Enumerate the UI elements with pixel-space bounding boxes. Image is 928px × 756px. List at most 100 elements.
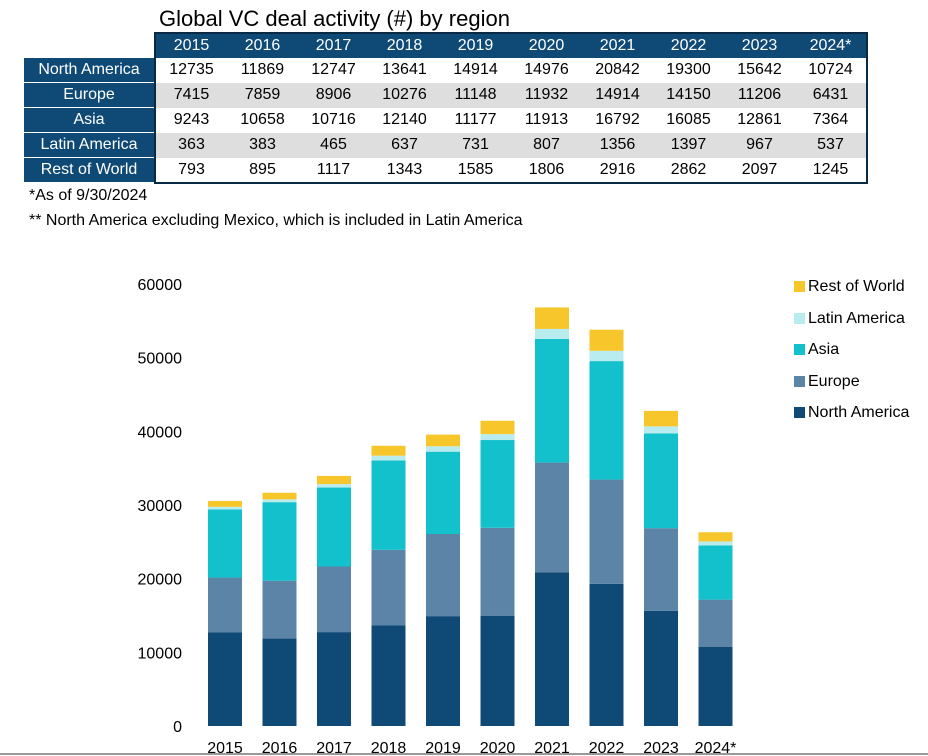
table-cell: 895	[227, 157, 298, 184]
bar-segment	[317, 632, 351, 726]
table-cell: 10724	[795, 58, 868, 83]
table-cell: 637	[369, 132, 440, 158]
legend-swatch	[794, 407, 805, 418]
legend-item: Rest of World	[794, 276, 909, 308]
table-cell: 967	[724, 132, 795, 158]
bar-segment	[317, 475, 351, 485]
y-tick-label: 30000	[138, 498, 183, 515]
chart-legend: Rest of World Latin America Asia Europe Nort…	[794, 276, 909, 434]
bar-segment	[371, 455, 406, 461]
table-cell: 1245	[795, 157, 868, 184]
bar-segment	[698, 646, 733, 726]
table-corner	[24, 33, 155, 58]
bar-segment	[317, 487, 351, 567]
table-cell: 12735	[154, 58, 227, 83]
legend-item: Europe	[794, 371, 909, 403]
table-cell: 2862	[653, 157, 724, 184]
year-header: 2017	[298, 32, 369, 58]
table-cell: 363	[154, 132, 227, 158]
table-cell: 1343	[369, 157, 440, 184]
table-cell: 16792	[582, 107, 653, 133]
table-cell: 383	[227, 132, 298, 158]
x-tick-label: 2017	[316, 740, 352, 756]
bar-segment	[589, 329, 624, 351]
bar-segment	[317, 484, 351, 488]
table-cell: 7415	[154, 82, 227, 108]
row-label: North America	[24, 58, 155, 83]
y-tick-label: 50000	[138, 351, 183, 368]
bar-segment	[371, 460, 406, 550]
bar-segment	[426, 434, 460, 447]
bar-segment	[426, 446, 460, 452]
bar-segment	[644, 528, 678, 611]
table-cell: 10658	[227, 107, 298, 133]
legend-swatch	[794, 281, 805, 292]
row-label: Rest of World	[24, 157, 155, 183]
bar-segment	[208, 577, 242, 633]
bar-segment	[371, 549, 406, 626]
x-tick-label: 2018	[371, 740, 407, 756]
x-tick-label: 2019	[425, 740, 461, 756]
table-cell: 11932	[511, 82, 582, 108]
table-cell: 7364	[795, 107, 868, 133]
bar-segment	[262, 492, 297, 500]
table-cell: 1117	[298, 157, 369, 184]
bar-segment	[644, 410, 678, 427]
row-label: Latin America	[24, 132, 155, 158]
bar-segment	[371, 625, 406, 726]
bar-segment	[589, 361, 624, 480]
bar-segment	[317, 566, 351, 633]
table-cell: 16085	[653, 107, 724, 133]
y-tick-label: 60000	[138, 277, 183, 294]
bar-segment	[371, 445, 406, 456]
table-cell: 14976	[511, 58, 582, 83]
year-header: 2016	[227, 32, 298, 58]
table-cell: 14914	[440, 58, 511, 83]
table-cell: 1585	[440, 157, 511, 184]
x-tick-label: 2023	[643, 740, 679, 756]
bar-segment	[589, 583, 624, 726]
year-header: 2022	[653, 32, 724, 58]
legend-label: Latin America	[808, 309, 905, 327]
bar-segment	[644, 610, 678, 726]
y-tick-label: 40000	[138, 424, 183, 441]
table-cell: 10276	[369, 82, 440, 108]
table-cell: 11913	[511, 107, 582, 133]
bar-segment	[480, 615, 515, 726]
year-header: 2015	[154, 32, 227, 58]
year-header: 2024*	[795, 32, 868, 58]
year-header: 2020	[511, 32, 582, 58]
table-cell: 11206	[724, 82, 795, 108]
table-cell: 1806	[511, 157, 582, 184]
legend-item: North America	[794, 402, 909, 434]
bar-segment	[535, 572, 569, 726]
bar-segment	[480, 434, 515, 441]
footnote-as-of: *As of 9/30/2024	[29, 187, 148, 204]
table-cell: 12747	[298, 58, 369, 83]
legend-swatch	[794, 312, 805, 324]
table-cell: 11148	[440, 82, 511, 108]
table-cell: 13641	[369, 58, 440, 83]
year-header: 2021	[582, 32, 653, 58]
bar-segment	[480, 440, 515, 528]
bar-segment	[480, 420, 515, 435]
bar-segment	[644, 433, 678, 529]
x-tick-label: 2016	[262, 740, 298, 756]
legend-label: Europe	[808, 372, 860, 390]
y-tick-label: 10000	[138, 645, 183, 662]
x-tick-label: 2021	[534, 740, 570, 756]
bar-segment	[535, 307, 569, 329]
legend-label: North America	[808, 404, 910, 421]
bar-segment	[208, 500, 242, 507]
bar-segment	[480, 527, 515, 616]
data-table: 2015 2016 2017 2018 2019 2020 2021 2022 …	[24, 32, 868, 184]
bar-segment	[644, 426, 678, 434]
legend-swatch	[794, 375, 805, 387]
y-tick-label: 20000	[138, 572, 183, 589]
table-cell: 12140	[369, 107, 440, 133]
table-cell: 11177	[440, 107, 511, 133]
row-label: Europe	[24, 82, 155, 108]
year-header: 2018	[369, 32, 440, 58]
bar-segment	[698, 532, 733, 542]
table-cell: 465	[298, 132, 369, 158]
